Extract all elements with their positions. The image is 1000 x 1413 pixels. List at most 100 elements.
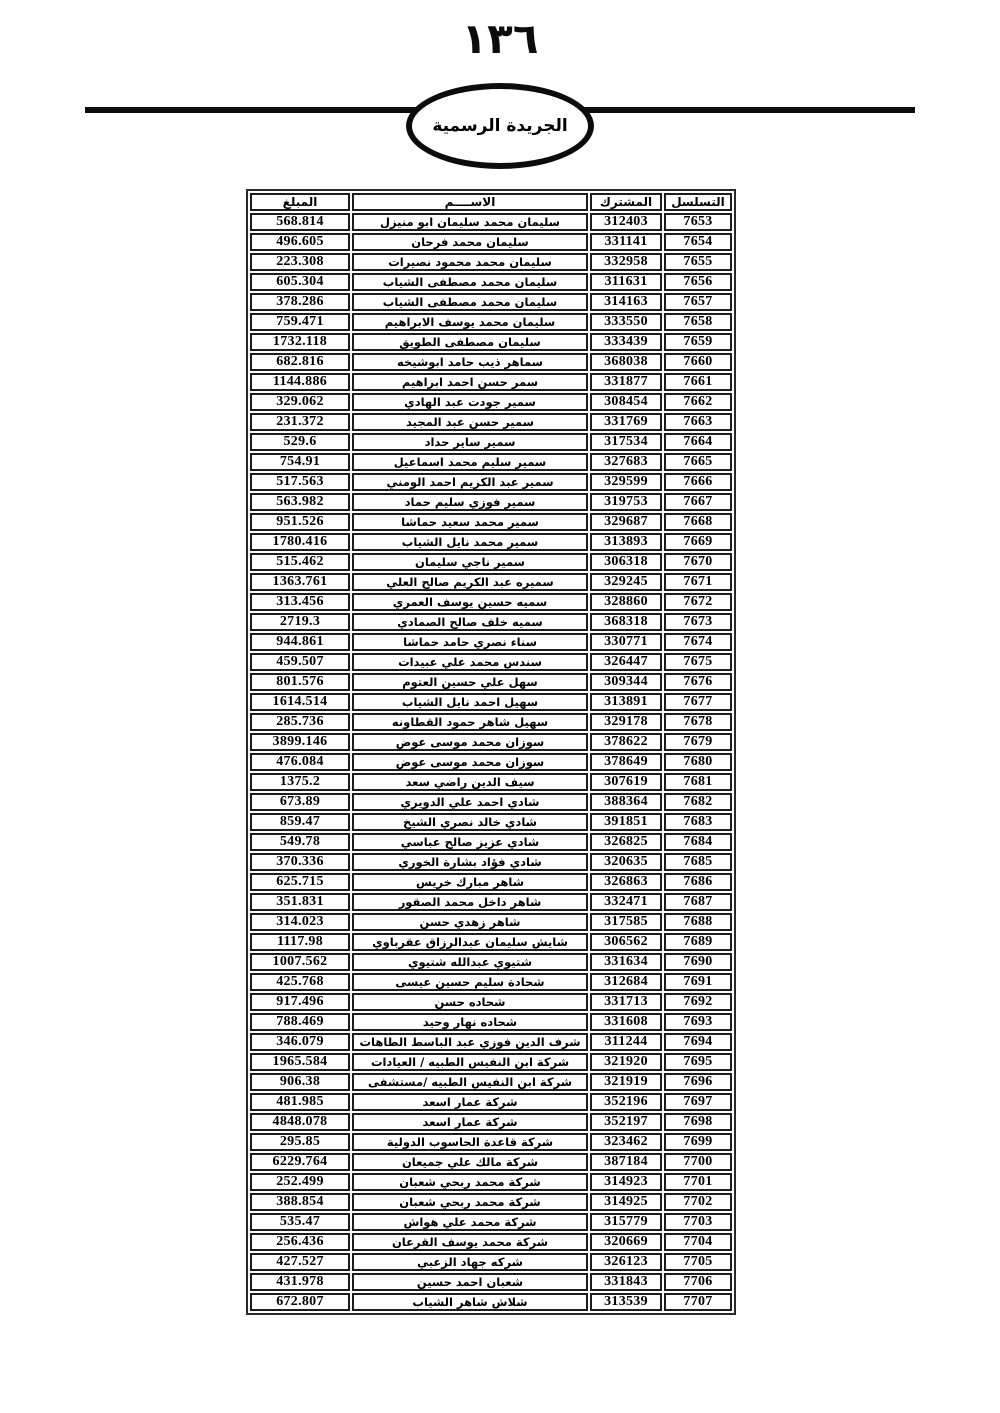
serial-cell: 7692 xyxy=(664,993,732,1011)
serial-cell: 7675 xyxy=(664,653,732,671)
subscriber-cell: 391851 xyxy=(590,813,662,831)
name-cell: شادي فؤاد بشارة الخوري xyxy=(352,853,588,871)
subscriber-cell: 331608 xyxy=(590,1013,662,1031)
serial-cell: 7674 xyxy=(664,633,732,651)
amount-cell: 759.471 xyxy=(250,313,350,331)
amount-cell: 4848.078 xyxy=(250,1113,350,1131)
subscriber-cell: 319753 xyxy=(590,493,662,511)
serial-cell: 7668 xyxy=(664,513,732,531)
table-row: 7680 378649 سوزان محمد موسى عوض 476.084 xyxy=(250,753,732,771)
subscriber-cell: 313891 xyxy=(590,693,662,711)
name-cell: شادي عزيز صالح عباسي xyxy=(352,833,588,851)
table-row: 7702 314925 شركة محمد ربحي شعبان 388.854 xyxy=(250,1193,732,1211)
amount-cell: 2719.3 xyxy=(250,613,350,631)
table-row: 7673 368318 سميه خلف صالح الصمادي 2719.3 xyxy=(250,613,732,631)
name-cell: شحادة سليم حسين عيسى xyxy=(352,973,588,991)
table-row: 7675 326447 سندس محمد علي عبيدات 459.507 xyxy=(250,653,732,671)
subscriber-cell: 327683 xyxy=(590,453,662,471)
name-cell: شادي خالد نصري الشيخ xyxy=(352,813,588,831)
table-row: 7707 313539 شلاش شاهر الشياب 672.807 xyxy=(250,1293,732,1311)
gazette-title: الجريدة الرسمية xyxy=(432,116,568,136)
header-amount: المبلغ xyxy=(250,193,350,211)
serial-cell: 7697 xyxy=(664,1093,732,1111)
table-row: 7704 320669 شركة محمد يوسف القرعان 256.436 xyxy=(250,1233,732,1251)
serial-cell: 7664 xyxy=(664,433,732,451)
name-cell: سمير جودت عبد الهادي xyxy=(352,393,588,411)
amount-cell: 563.982 xyxy=(250,493,350,511)
name-cell: شركة محمد ربحي شعبان xyxy=(352,1173,588,1191)
amount-cell: 459.507 xyxy=(250,653,350,671)
subscriber-cell: 312684 xyxy=(590,973,662,991)
subscriber-cell: 307619 xyxy=(590,773,662,791)
amount-cell: 944.861 xyxy=(250,633,350,651)
table-row: 7695 321920 شركة ابن النفيس الطبيه / العيا… xyxy=(250,1053,732,1071)
gazette-seal: الجريدة الرسمية xyxy=(406,83,594,169)
amount-cell: 673.89 xyxy=(250,793,350,811)
name-cell: شركة محمد ربحي شعبان xyxy=(352,1193,588,1211)
subscriber-cell: 315779 xyxy=(590,1213,662,1231)
amount-cell: 625.715 xyxy=(250,873,350,891)
amount-cell: 1732.118 xyxy=(250,333,350,351)
subscriber-cell: 331769 xyxy=(590,413,662,431)
amount-cell: 378.286 xyxy=(250,293,350,311)
subscriber-cell: 328860 xyxy=(590,593,662,611)
subscriber-cell: 313893 xyxy=(590,533,662,551)
amount-cell: 906.38 xyxy=(250,1073,350,1091)
table-row: 7668 329687 سمير محمد سعيد حماشا 951.526 xyxy=(250,513,732,531)
amount-cell: 329.062 xyxy=(250,393,350,411)
amount-cell: 425.768 xyxy=(250,973,350,991)
serial-cell: 7698 xyxy=(664,1113,732,1131)
subscriber-cell: 317585 xyxy=(590,913,662,931)
name-cell: شرف الدين فوزي عبد الباسط الطاهات xyxy=(352,1033,588,1051)
subscriber-cell: 332471 xyxy=(590,893,662,911)
name-cell: سليمان مصطفى الطويق xyxy=(352,333,588,351)
name-cell: سمير سليم محمد اسماعيل xyxy=(352,453,588,471)
name-cell: سليمان محمد يوسف الابراهيم xyxy=(352,313,588,331)
serial-cell: 7670 xyxy=(664,553,732,571)
serial-cell: 7672 xyxy=(664,593,732,611)
table-row: 7658 333550 سليمان محمد يوسف الابراهيم 759.… xyxy=(250,313,732,331)
subscriber-cell: 329687 xyxy=(590,513,662,531)
subscriber-cell: 312403 xyxy=(590,213,662,231)
serial-cell: 7691 xyxy=(664,973,732,991)
subscriber-cell: 331634 xyxy=(590,953,662,971)
table-row: 7660 368038 سماهر ذيب حامد ابوشيخه 682.816 xyxy=(250,353,732,371)
subscriber-cell: 368318 xyxy=(590,613,662,631)
name-cell: سليمان محمد محمود نصيرات xyxy=(352,253,588,271)
serial-cell: 7679 xyxy=(664,733,732,751)
records-table: التسلسل المشترك الاســــم المبلغ 7653 312… xyxy=(246,189,736,1315)
serial-cell: 7657 xyxy=(664,293,732,311)
subscriber-cell: 309344 xyxy=(590,673,662,691)
amount-cell: 388.854 xyxy=(250,1193,350,1211)
serial-cell: 7705 xyxy=(664,1253,732,1271)
amount-cell: 1117.98 xyxy=(250,933,350,951)
table-row: 7689 306562 شايش سليمان عبدالرزاق عقرباوي 1… xyxy=(250,933,732,951)
subscriber-cell: 331141 xyxy=(590,233,662,251)
name-cell: سمير ساير حداد xyxy=(352,433,588,451)
table-row: 7685 320635 شادي فؤاد بشارة الخوري 370.336 xyxy=(250,853,732,871)
name-cell: شايش سليمان عبدالرزاق عقرباوي xyxy=(352,933,588,951)
name-cell: شاهر داخل محمد الصقور xyxy=(352,893,588,911)
page-number: ١٣٦ xyxy=(461,14,539,63)
table-row: 7653 312403 سليمان محمد سليمان ابو منيزل 56… xyxy=(250,213,732,231)
subscriber-cell: 329599 xyxy=(590,473,662,491)
table-row: 7698 352197 شركة عمار اسعد 4848.078 xyxy=(250,1113,732,1131)
name-cell: سمير ناجي سليمان xyxy=(352,553,588,571)
name-cell: سمير محمد نايل الشياب xyxy=(352,533,588,551)
name-cell: سمير فوزي سليم حماد xyxy=(352,493,588,511)
subscriber-cell: 321920 xyxy=(590,1053,662,1071)
amount-cell: 346.079 xyxy=(250,1033,350,1051)
name-cell: سمير عبد الكريم احمد الومني xyxy=(352,473,588,491)
table-row: 7656 311631 سليمان محمد مصطفى الشياب 605.30… xyxy=(250,273,732,291)
serial-cell: 7658 xyxy=(664,313,732,331)
table-row: 7706 331843 شعبان احمد حسين 431.978 xyxy=(250,1273,732,1291)
subscriber-cell: 378649 xyxy=(590,753,662,771)
amount-cell: 314.023 xyxy=(250,913,350,931)
name-cell: سميره عبد الكريم صالح العلي xyxy=(352,573,588,591)
serial-cell: 7660 xyxy=(664,353,732,371)
amount-cell: 256.436 xyxy=(250,1233,350,1251)
table-row: 7655 332958 سليمان محمد محمود نصيرات 223.30… xyxy=(250,253,732,271)
name-cell: شعبان احمد حسين xyxy=(352,1273,588,1291)
name-cell: شاهر مبارك خريس xyxy=(352,873,588,891)
